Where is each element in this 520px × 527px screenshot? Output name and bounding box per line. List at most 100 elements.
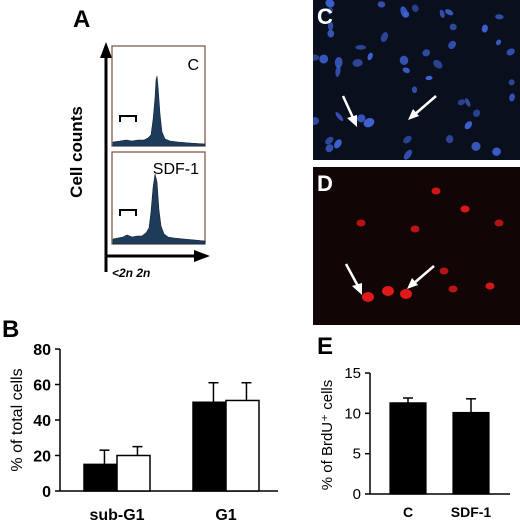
dapi-nucleus — [492, 147, 501, 156]
dapi-nucleus — [444, 9, 454, 16]
dapi-nucleus — [355, 45, 367, 50]
brdu-nucleus — [362, 292, 374, 302]
dapi-nucleus — [356, 114, 366, 123]
dapi-nucleus — [327, 7, 334, 15]
panel-e-letter: E — [317, 333, 334, 360]
brdu-nucleus — [439, 267, 449, 275]
series-name-sdf1: SDF-1 — [153, 161, 199, 178]
panel-b-category-label: G1 — [215, 507, 236, 524]
dapi-nucleus — [334, 56, 343, 68]
panel-e-bar-chart: 0 5 10 15 C SDF-1 % of BrdU⁺ cells — [319, 365, 510, 520]
dapi-nucleus — [367, 52, 373, 61]
dapi-nucleus — [325, 136, 334, 145]
bracket-sub-g1-control — [119, 115, 137, 122]
histogram-sdf1-trace — [112, 173, 206, 245]
panel-b-bar — [192, 401, 227, 492]
brdu-nucleus — [448, 285, 458, 293]
dapi-nucleus — [377, 1, 386, 8]
panel-b-bar — [83, 463, 118, 492]
dapi-nucleus — [448, 40, 457, 50]
arrow-head-icon — [347, 115, 357, 127]
panel-a-letter: A — [73, 6, 91, 33]
dapi-nucleus — [400, 6, 408, 18]
dapi-nucleus — [402, 67, 410, 74]
panel-a-x-arrow-icon — [194, 250, 210, 262]
arrow-head-icon — [408, 109, 419, 120]
dapi-nucleus — [403, 149, 413, 160]
dapi-nuclei-layer — [313, 0, 515, 160]
panel-a-x-label: <2n 2n — [112, 266, 150, 280]
panel-e-y-tick-label: 10 — [344, 405, 361, 422]
panel-a-y-label: Cell counts — [67, 106, 86, 198]
bracket-sub-g1-sdf1 — [119, 209, 137, 216]
panel-b-category-label: sub-G1 — [89, 507, 144, 524]
micrograph-dapi — [313, 0, 520, 160]
dapi-nucleus — [335, 112, 344, 122]
arrow-head-icon — [407, 278, 418, 289]
dapi-nucleus — [449, 23, 457, 31]
dapi-nucleus — [363, 117, 375, 128]
panel-b-bar — [116, 454, 151, 492]
dapi-nucleus — [380, 32, 389, 43]
arrow-icon — [341, 95, 356, 121]
dapi-nucleus — [509, 93, 515, 102]
brdu-nuclei-layer — [344, 187, 504, 302]
dapi-nucleus — [495, 39, 502, 46]
panel-b-y-tick-label: 20 — [33, 449, 51, 466]
panel-b-y-tick-label: 80 — [33, 342, 51, 359]
panel-b-bar — [225, 399, 260, 492]
panel-a-histograms: C SDF-1 Cell counts <2n 2n — [67, 42, 210, 280]
dapi-nucleus — [472, 109, 481, 117]
arrow-icon — [413, 95, 437, 116]
panel-e-y-tick-label: 15 — [344, 365, 361, 382]
panel-b-y-tick-label: 60 — [33, 378, 51, 395]
panel-b-y-tick-label: 40 — [33, 413, 51, 430]
brdu-nucleus — [382, 286, 394, 296]
dapi-nucleus — [403, 135, 412, 144]
arrow-head-icon — [352, 283, 362, 295]
dapi-nucleus — [325, 0, 335, 8]
dapi-nucleus — [313, 54, 320, 61]
dapi-nucleus — [313, 117, 320, 125]
dapi-nucleus — [439, 9, 445, 18]
dapi-nucleus — [327, 21, 334, 31]
dapi-nucleus — [433, 59, 443, 69]
dapi-nucleus — [411, 4, 419, 13]
panel-b-y-tick-label: 0 — [42, 484, 51, 501]
panel-c-letter: C — [317, 4, 333, 29]
panel-e-y-tick-label: 5 — [353, 446, 361, 463]
brdu-nucleus — [485, 282, 495, 290]
arrow-icon — [344, 263, 361, 289]
arrow-icon — [412, 265, 435, 285]
panel-d-letter: D — [317, 171, 333, 196]
dapi-nucleus — [457, 99, 466, 106]
dapi-nucleus — [327, 29, 335, 38]
panel-e-bar — [389, 402, 427, 495]
dapi-nucleus — [334, 139, 342, 149]
dapi-nucleus — [352, 59, 363, 67]
dapi-nucleus — [411, 86, 418, 94]
panel-b-y-label: % of total cells — [9, 368, 26, 471]
dapi-nucleus — [445, 135, 454, 144]
brdu-nucleus — [400, 289, 412, 299]
brdu-nucleus — [494, 219, 504, 227]
histogram-control-trace — [112, 75, 206, 147]
brdu-nucleus — [356, 219, 366, 227]
dapi-nucleus — [481, 24, 488, 33]
dapi-nucleus — [319, 54, 329, 64]
panel-e-y-tick-label: 0 — [353, 486, 361, 503]
dapi-nucleus — [506, 48, 515, 56]
brdu-nucleus — [410, 225, 420, 233]
dapi-nucleus — [425, 75, 433, 81]
panel-e-category-label: C — [403, 504, 413, 520]
brdu-nucleus — [431, 187, 441, 195]
panel-b-bar-chart: 0 20 40 60 80 sub-G1 G1 % of total cells — [9, 342, 278, 524]
dapi-nucleus — [399, 55, 409, 65]
panel-b-letter: B — [2, 316, 20, 343]
brdu-nucleus — [460, 205, 470, 213]
dapi-nucleus — [464, 121, 473, 130]
panel-e-y-label: % of BrdU⁺ cells — [319, 380, 336, 490]
series-name-control: C — [187, 57, 199, 74]
panel-e-category-label: SDF-1 — [451, 504, 492, 520]
dapi-nucleus — [508, 79, 515, 86]
